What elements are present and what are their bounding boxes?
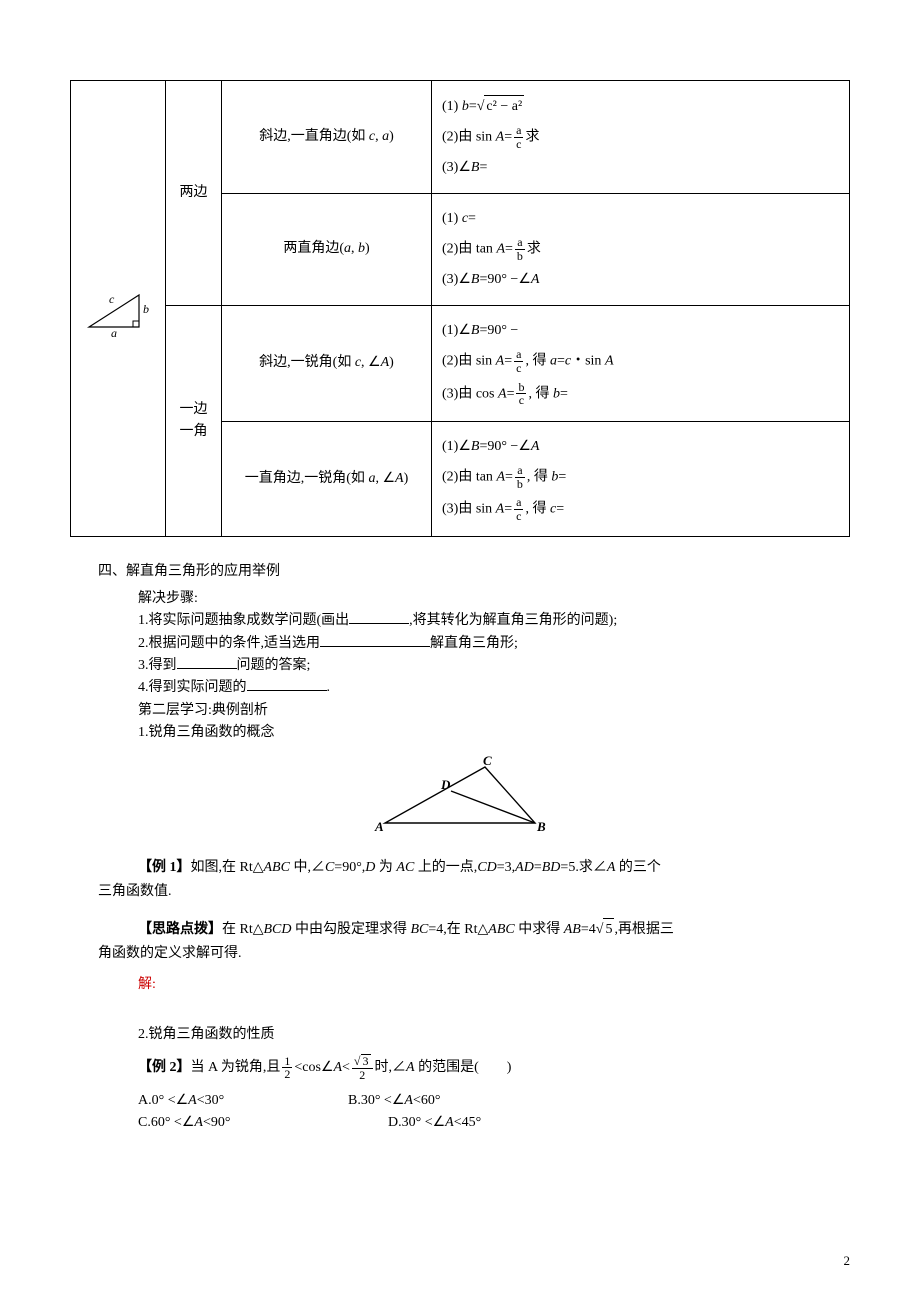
example-2-text: 【例 2】当 A 为锐角,且12<cos∠A<√32时,∠A 的范围是( ) (138, 1054, 850, 1081)
svg-text:B: B (536, 819, 546, 834)
choice-row-1: A.0° <∠A<30° B.30° <∠A<60° (138, 1090, 850, 1112)
svg-text:a: a (111, 326, 117, 337)
step-4: 4.得到实际问题的. (138, 677, 850, 699)
sol-two-legs: (1) c= (2)由 tan A=ab求 (3)∠B=90° −∠A (432, 193, 850, 305)
cond-leg-angle: 一直角边,一锐角(如 a, ∠A) (222, 421, 432, 537)
steps-heading: 解决步骤: (138, 588, 850, 610)
svg-text:A: A (374, 819, 384, 834)
section-4-title: 四、解直角三角形的应用举例 (98, 561, 850, 583)
concept-1: 1.锐角三角函数的概念 (138, 722, 850, 744)
sol-hyp-leg: (1) b=√c² − a² (2)由 sin A=ac求 (3)∠B= (432, 81, 850, 194)
example-1-label: 【例 1】 (138, 860, 191, 875)
side-angle-label: 一边 一角 (166, 305, 222, 537)
cond-two-legs: 两直角边(a, b) (222, 193, 432, 305)
hint-text-cont: 角函数的定义求解可得. (98, 943, 850, 965)
svg-text:c: c (109, 292, 115, 306)
solve-triangle-table: c b a 两边 斜边,一直角边(如 c, a) (1) b=√c² − a² … (70, 80, 850, 537)
step-3: 3.得到问题的答案; (138, 655, 850, 677)
choice-c: C.60° <∠A<90° (138, 1112, 348, 1134)
cond-hyp-angle: 斜边,一锐角(如 c, ∠A) (222, 305, 432, 421)
choice-d: D.30° <∠A<45° (388, 1112, 598, 1134)
example-1-text: 【例 1】如图,在 Rt△ABC 中,∠C=90°,D 为 AC 上的一点,CD… (138, 857, 850, 879)
example-1-figure: A B C D (70, 755, 850, 843)
triangle-abc-icon: A B C D (365, 755, 555, 835)
step-1: 1.将实际问题抽象成数学问题(画出,将其转化为解直角三角形的问题); (138, 610, 850, 632)
blank-input (177, 655, 237, 669)
page-number: 2 (844, 1251, 851, 1272)
concept-2: 2.锐角三角函数的性质 (138, 1024, 850, 1046)
right-triangle-icon: c b a (81, 281, 155, 337)
svg-text:C: C (483, 755, 492, 768)
choice-a: A.0° <∠A<30° (138, 1090, 348, 1112)
step-2: 2.根据问题中的条件,适当选用解直角三角形; (138, 633, 850, 655)
choice-row-2: C.60° <∠A<90° D.30° <∠A<45° (138, 1112, 850, 1134)
example-1-text-cont: 三角函数值. (98, 881, 850, 903)
svg-text:b: b (143, 302, 149, 316)
triangle-figure-cell: c b a (71, 81, 166, 537)
solve-label: 解: (138, 974, 850, 996)
hint-label: 【思路点拨】 (138, 922, 222, 937)
cond-hyp-leg: 斜边,一直角边(如 c, a) (222, 81, 432, 194)
choice-b: B.30° <∠A<60° (348, 1090, 558, 1112)
two-sides-label: 两边 (166, 81, 222, 306)
blank-input (320, 633, 430, 647)
blank-input (349, 610, 409, 624)
layer-2-title: 第二层学习:典例剖析 (138, 700, 850, 722)
sol-leg-angle: (1)∠B=90° −∠A (2)由 tan A=ab, 得 b= (3)由 s… (432, 421, 850, 537)
svg-text:D: D (440, 777, 451, 792)
hint-text: 【思路点拨】在 Rt△BCD 中由勾股定理求得 BC=4,在 Rt△ABC 中求… (138, 918, 850, 941)
sol-hyp-angle: (1)∠B=90° − (2)由 sin A=ac, 得 a=c・sin A (… (432, 305, 850, 421)
example-2-label: 【例 2】 (138, 1060, 191, 1075)
blank-input (247, 677, 327, 691)
